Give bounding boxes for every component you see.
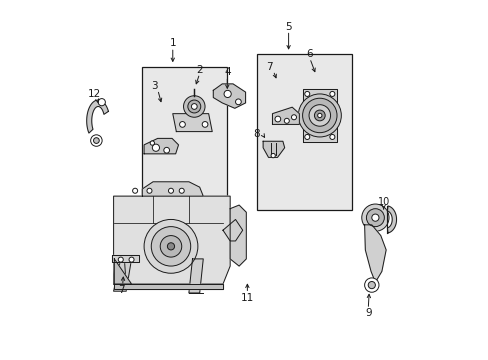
- Polygon shape: [86, 100, 108, 133]
- Circle shape: [187, 100, 201, 113]
- Text: 11: 11: [240, 293, 253, 303]
- Circle shape: [371, 214, 378, 221]
- Circle shape: [366, 209, 384, 226]
- Polygon shape: [213, 84, 245, 108]
- Circle shape: [129, 257, 134, 262]
- Circle shape: [163, 147, 169, 153]
- Polygon shape: [230, 205, 246, 266]
- Circle shape: [183, 96, 204, 117]
- Circle shape: [270, 153, 275, 158]
- Circle shape: [151, 226, 190, 266]
- Polygon shape: [272, 107, 299, 125]
- Circle shape: [118, 257, 123, 262]
- Text: 12: 12: [88, 89, 101, 99]
- Circle shape: [235, 99, 241, 105]
- Polygon shape: [302, 89, 336, 142]
- Circle shape: [367, 282, 375, 289]
- Circle shape: [284, 118, 289, 123]
- Polygon shape: [364, 225, 386, 282]
- Polygon shape: [142, 182, 203, 196]
- Polygon shape: [114, 259, 131, 284]
- Circle shape: [90, 135, 102, 146]
- Circle shape: [179, 122, 185, 127]
- Bar: [257, 54, 351, 211]
- Circle shape: [361, 204, 388, 231]
- Circle shape: [329, 134, 334, 139]
- Text: 3: 3: [151, 81, 158, 91]
- Bar: [142, 67, 226, 203]
- Circle shape: [314, 110, 325, 121]
- Circle shape: [329, 91, 334, 96]
- Circle shape: [160, 235, 182, 257]
- Circle shape: [191, 104, 197, 109]
- Circle shape: [202, 122, 207, 127]
- Circle shape: [291, 115, 296, 120]
- Text: 10: 10: [377, 197, 389, 207]
- Circle shape: [364, 278, 378, 292]
- Circle shape: [274, 116, 280, 122]
- Polygon shape: [112, 255, 139, 262]
- Polygon shape: [263, 141, 284, 157]
- Circle shape: [302, 98, 336, 133]
- Text: 6: 6: [306, 49, 312, 59]
- Polygon shape: [113, 259, 126, 284]
- Circle shape: [167, 243, 174, 250]
- Polygon shape: [188, 259, 203, 293]
- Circle shape: [304, 91, 309, 96]
- Polygon shape: [172, 114, 212, 132]
- Text: 7: 7: [266, 62, 272, 72]
- Text: 7: 7: [118, 285, 125, 296]
- Polygon shape: [144, 138, 178, 154]
- Circle shape: [150, 141, 154, 145]
- Circle shape: [132, 188, 137, 193]
- Text: 8: 8: [253, 129, 260, 139]
- Circle shape: [308, 105, 330, 126]
- Circle shape: [317, 113, 321, 118]
- Text: 4: 4: [224, 67, 230, 77]
- Circle shape: [144, 220, 198, 273]
- Circle shape: [298, 94, 341, 137]
- Polygon shape: [113, 259, 131, 291]
- Circle shape: [93, 138, 99, 143]
- Circle shape: [98, 99, 105, 106]
- Circle shape: [168, 188, 173, 193]
- Circle shape: [224, 90, 231, 98]
- Text: 9: 9: [364, 309, 371, 318]
- Text: 1: 1: [169, 38, 176, 48]
- Circle shape: [152, 144, 159, 151]
- Polygon shape: [386, 206, 396, 233]
- Circle shape: [147, 188, 152, 193]
- Polygon shape: [113, 284, 223, 289]
- Text: 2: 2: [196, 64, 203, 75]
- Polygon shape: [113, 196, 230, 284]
- Circle shape: [304, 134, 309, 139]
- Circle shape: [179, 188, 184, 193]
- Polygon shape: [223, 220, 242, 241]
- Text: 5: 5: [285, 22, 291, 32]
